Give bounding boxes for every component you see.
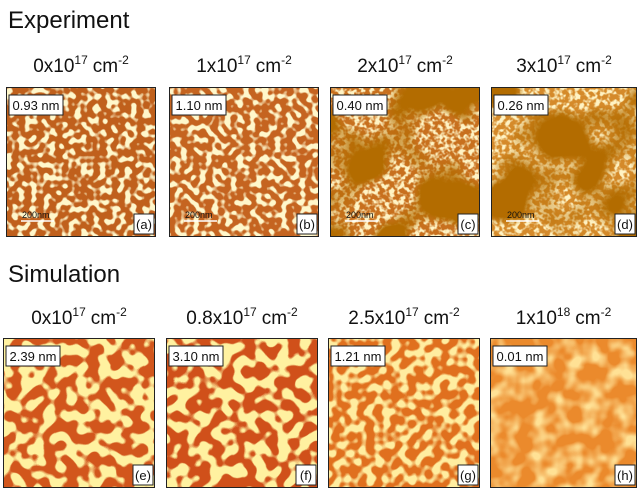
dose-unit-exponent: -2 (601, 305, 612, 319)
dose-unit-exponent: -2 (449, 305, 460, 319)
dose-exponent: 17 (405, 305, 419, 319)
roughness-label: 0.40 nm (337, 98, 384, 113)
dose-exponent: 17 (74, 53, 88, 67)
dose-unit: cm (93, 56, 118, 77)
dose-exponent: 17 (72, 305, 86, 319)
dose-unit-exponent: -2 (601, 53, 612, 67)
dose-label: 2.5x1017 cm-2 (348, 305, 460, 329)
dose-label: 0.8x1017 cm-2 (186, 305, 298, 329)
roughness-label: 2.39 nm (10, 349, 57, 364)
dose-unit: cm (424, 308, 449, 329)
dose-exponent: 17 (243, 305, 257, 319)
panel-letter: (d) (617, 217, 633, 232)
dose-mantissa: 2x10 (357, 56, 398, 77)
dose-mantissa: 2.5x10 (348, 308, 405, 329)
dose-mantissa: 1x10 (516, 308, 557, 329)
dose-label: 1x1017 cm-2 (196, 53, 292, 77)
dose-unit-exponent: -2 (287, 305, 298, 319)
figure: Experiment0x1017cm-20.93 nm(a)200nm1x101… (0, 0, 639, 494)
roughness-label: 0.93 nm (13, 98, 60, 113)
dose-label: 1x1018 cm-2 (516, 305, 612, 329)
scale-bar-label: 200nm (346, 210, 374, 220)
dose-mantissa: 3x10 (516, 56, 557, 77)
roughness-label: 0.26 nm (498, 98, 545, 113)
dose-unit: cm (417, 56, 442, 77)
dose-exponent: 17 (557, 53, 571, 67)
panel-letter: (a) (136, 217, 152, 232)
dose-exponent: 17 (398, 53, 412, 67)
dose-unit: cm (262, 308, 287, 329)
dose-label: 2x1017 cm-2 (357, 53, 453, 77)
dose-mantissa: 0.8x10 (186, 308, 243, 329)
roughness-label: 0.01 nm (497, 349, 544, 364)
roughness-label: 1.21 nm (335, 349, 382, 364)
dose-exponent: 18 (557, 305, 571, 319)
dose-mantissa: 0x10 (33, 56, 74, 77)
scale-bar-label: 200nm (507, 210, 535, 220)
dose-unit-exponent: -2 (442, 53, 453, 67)
scale-bar-label: 200nm (185, 210, 213, 220)
section-title: Simulation (8, 261, 120, 288)
panel-letter: (g) (460, 468, 476, 483)
dose-unit: cm (256, 56, 281, 77)
roughness-label: 1.10 nm (176, 98, 223, 113)
panel-letter: (c) (460, 217, 475, 232)
panel-letter: (h) (617, 468, 633, 483)
roughness-label: 3.10 nm (173, 349, 220, 364)
dose-mantissa: 1x10 (196, 56, 237, 77)
section-title: Experiment (8, 7, 130, 34)
dose-label: 0x1017 cm-2 (33, 53, 129, 77)
dose-unit: cm (91, 308, 116, 329)
panel-letter: (b) (299, 217, 315, 232)
dose-mantissa: 0x10 (31, 308, 72, 329)
scale-bar-label: 200nm (22, 210, 50, 220)
panel-letter: (e) (135, 468, 151, 483)
dose-exponent: 17 (237, 53, 251, 67)
dose-unit-exponent: -2 (118, 53, 129, 67)
dose-label: 3x1017 cm-2 (516, 53, 612, 77)
dose-unit-exponent: -2 (281, 53, 292, 67)
dose-label: 0x1017 cm-2 (31, 305, 127, 329)
dose-unit: cm (576, 56, 601, 77)
panel-letter: (f) (300, 468, 312, 483)
dose-unit: cm (575, 308, 600, 329)
dose-unit-exponent: -2 (116, 305, 127, 319)
